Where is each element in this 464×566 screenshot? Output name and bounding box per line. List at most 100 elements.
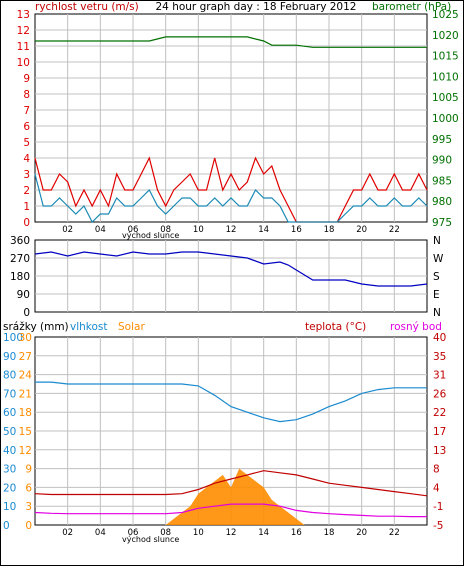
panel1-series	[34, 36, 428, 224]
sunrise-label-2: východ slunce	[122, 535, 179, 544]
rain-tick-label: 80	[3, 370, 16, 382]
baro-tick-label: 1020	[432, 30, 459, 42]
x-tick-label: 14	[258, 225, 269, 235]
wind-tick-label: 9	[23, 73, 30, 85]
wind-tick-label: 4	[23, 153, 30, 165]
direction-line	[34, 251, 428, 287]
direction-tick-label: 270	[10, 253, 30, 265]
temperature-line	[34, 470, 428, 497]
compass-tick-label: N	[433, 235, 441, 247]
dew-point-line	[34, 503, 427, 518]
wind-tick-label: 11	[17, 41, 30, 53]
baro-tick-label: 975	[432, 217, 452, 229]
wind-tick-label: 6	[23, 121, 30, 133]
humidity-tick-label: 18	[19, 407, 32, 419]
temp-tick-label: 22	[433, 407, 446, 419]
panel3-series	[34, 381, 428, 525]
panel3-x-axis: 02 04 06 08 10 12 14 16 18 20 22	[62, 528, 399, 538]
temp-tick-label: -1	[433, 501, 443, 513]
x-tick-label: 06	[128, 528, 139, 538]
temp-tick-label: 40	[433, 332, 446, 344]
humidity-tick-label: 30	[19, 332, 32, 344]
temp-tick-label: 13	[433, 445, 446, 457]
baro-tick-label: 1010	[432, 71, 459, 83]
pressure-line	[35, 36, 427, 48]
temp-tick-label: 4	[433, 482, 440, 494]
x-tick-label: 12	[226, 528, 237, 538]
wind-tick-label: 3	[23, 169, 30, 181]
wind-axis-title: rychlost vetru (m/s)	[35, 1, 139, 13]
x-tick-label: 22	[389, 225, 400, 235]
gust-line	[34, 173, 428, 224]
humidity-line	[35, 381, 427, 423]
baro-tick-label: 1000	[432, 113, 459, 125]
rain-tick-label: 10	[3, 501, 16, 513]
x-tick-label: 18	[324, 225, 335, 235]
compass-tick-label: W	[433, 253, 444, 265]
wind-tick-label: 13	[17, 9, 30, 21]
x-tick-label: 14	[258, 528, 269, 538]
x-tick-label: 20	[356, 528, 367, 538]
dew-title: rosný bod	[390, 321, 442, 333]
x-tick-label: 06	[128, 225, 139, 235]
humidity-axis-title: vlhkost	[70, 321, 108, 333]
direction-tick-label: 180	[10, 271, 30, 283]
wind-tick-label: 2	[23, 185, 30, 197]
baro-axis-title: barometr (hPa)	[372, 1, 451, 13]
rain-tick-label: 100	[3, 332, 23, 344]
wind-tick-label: 5	[23, 137, 30, 149]
rain-tick-label: 20	[3, 482, 16, 494]
rain-tick-label: 60	[3, 407, 16, 419]
temp-tick-label: 17	[433, 426, 446, 438]
solar-area	[35, 468, 427, 525]
wind-tick-label: 10	[17, 57, 30, 69]
x-tick-label: 10	[193, 225, 204, 235]
x-tick-label: 16	[291, 225, 302, 235]
solar-title: Solar	[118, 321, 145, 333]
rain-tick-label: 30	[3, 464, 16, 476]
direction-tick-label: 90	[17, 289, 30, 301]
temperature-axis: -5 -1 4 8 13 17 22 26 31 35 40	[433, 332, 447, 532]
temp-axis-title: teplota (°C)	[305, 321, 366, 333]
compass-tick-label: S	[433, 271, 440, 283]
humidity-tick-label: 9	[25, 464, 32, 476]
rain-tick-label: 90	[3, 351, 16, 363]
rain-tick-label: 70	[3, 388, 16, 400]
x-tick-label: 08	[160, 528, 171, 538]
baro-tick-label: 1025	[432, 9, 459, 21]
sunrise-label-1: východ slunce	[122, 231, 179, 240]
direction-tick-label: 0	[23, 307, 30, 319]
x-tick-label: 20	[356, 225, 367, 235]
baro-tick-label: 995	[432, 134, 452, 146]
baro-tick-label: 990	[432, 155, 452, 167]
x-tick-label: 16	[291, 528, 302, 538]
x-tick-label: 02	[62, 528, 73, 538]
rain-axis-title: srážky (mm)	[3, 321, 69, 333]
rain-tick-label: 50	[3, 426, 16, 438]
panel1-grid	[35, 14, 427, 222]
temp-tick-label: -5	[433, 520, 443, 532]
baro-tick-label: 1005	[432, 92, 459, 104]
humidity-tick-label: 24	[19, 370, 33, 382]
wind-tick-label: 12	[17, 25, 30, 37]
panel2-series	[34, 251, 428, 287]
humidity-tick-label: 27	[19, 351, 32, 363]
wind-tick-label: 7	[23, 105, 30, 117]
humidity-tick-label: 12	[19, 445, 32, 457]
temp-tick-label: 26	[433, 388, 447, 400]
panel1-x-axis: 02 04 06 08 10 12 14 16 18 20 22	[62, 225, 399, 235]
x-tick-label: 22	[389, 528, 400, 538]
panel2-grid	[35, 240, 427, 312]
x-tick-label: 04	[95, 225, 106, 235]
wind-tick-label: 8	[23, 89, 30, 101]
humidity-tick-label: 21	[19, 388, 32, 400]
direction-degrees-axis: 0 90 180 270 360	[10, 235, 30, 319]
temp-tick-label: 8	[433, 464, 440, 476]
humidity-tick-label: 15	[19, 426, 32, 438]
wind-speed-line	[34, 156, 428, 223]
